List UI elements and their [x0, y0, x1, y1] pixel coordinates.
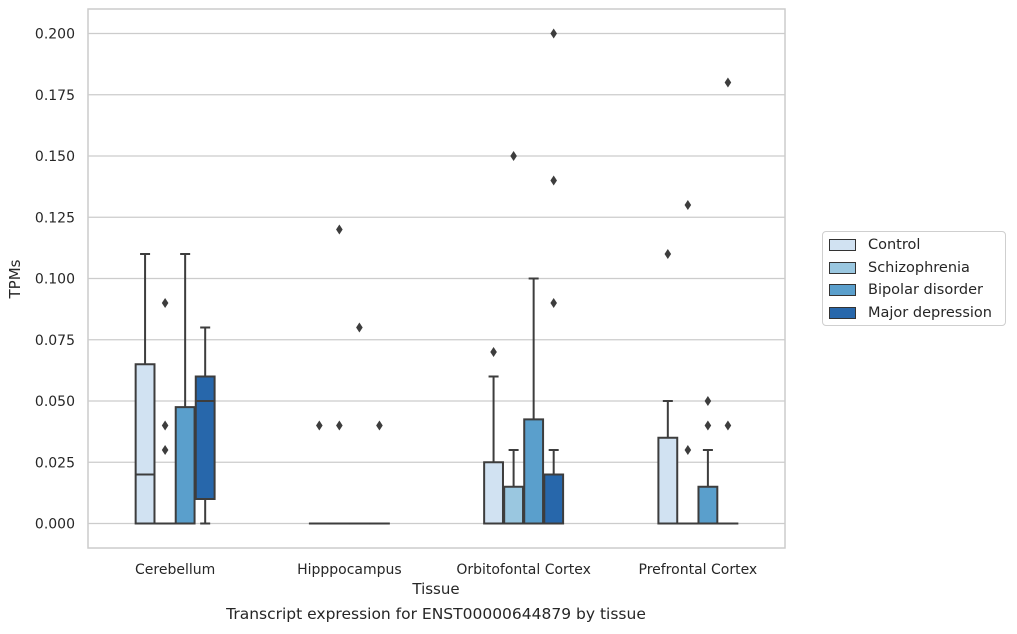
box-control-prefrontal-cortex: [657, 400, 679, 525]
legend-swatch-bipolar-disorder: [829, 284, 856, 296]
outlier-point: [550, 175, 557, 186]
outlier-point: [510, 151, 517, 161]
outlier-point: [356, 322, 363, 333]
outlier-point: [704, 396, 712, 406]
legend-swatch-schizophrenia: [829, 262, 856, 274]
box-body: [697, 485, 719, 525]
y-tick-label: 0.000: [35, 517, 75, 533]
legend-label-control: Control: [868, 237, 921, 253]
x-tick-label: Cerebellum: [135, 562, 215, 578]
outlier-point: [336, 420, 343, 431]
outlier-point: [336, 224, 343, 235]
legend-item-major-depression[interactable]: Major depression: [829, 304, 992, 322]
box-body: [503, 485, 525, 525]
x-axis-ticks: Cerebellum Hipppocampus Orbitofontal Corte…: [135, 562, 757, 578]
box-schizophrenia-orbitofontal-cortex: [503, 449, 525, 525]
outlier-point: [161, 420, 169, 431]
x-tick-label: Orbitofontal Cortex: [456, 562, 591, 578]
y-tick-label: 0.050: [35, 394, 75, 410]
outlier-point: [684, 200, 692, 210]
outlier-point: [550, 28, 557, 39]
outlier-point: [724, 77, 732, 88]
legend-item-bipolar-disorder[interactable]: Bipolar disorder: [829, 281, 983, 299]
y-tick-label: 0.175: [35, 88, 75, 104]
outlier-point: [161, 298, 169, 308]
x-tick-label: Hipppocampus: [297, 562, 402, 578]
box-control-cerebellum: [134, 253, 156, 525]
legend-swatch-control: [829, 239, 856, 251]
box-body: [174, 406, 196, 525]
y-tick-label: 0.100: [35, 272, 75, 288]
outlier-point: [161, 445, 169, 455]
x-tick-label: Prefrontal Cortex: [639, 562, 758, 578]
legend-item-schizophrenia[interactable]: Schizophrenia: [829, 259, 970, 277]
legend-label-schizophrenia: Schizophrenia: [868, 260, 970, 276]
outlier-point: [490, 347, 497, 357]
y-tick-label: 0.025: [35, 455, 75, 471]
y-tick-label: 0.125: [35, 210, 75, 226]
outlier-point: [664, 249, 672, 259]
y-axis-label: TPMs: [6, 259, 24, 299]
outlier-point: [684, 445, 692, 455]
chart-caption: Transcript expression for ENST0000064487…: [226, 605, 646, 623]
box-body: [657, 436, 679, 525]
legend-label-bipolar-disorder: Bipolar disorder: [868, 282, 983, 298]
box-body: [483, 461, 504, 525]
legend-label-major-depression: Major depression: [868, 305, 992, 321]
box-body: [134, 363, 156, 525]
y-tick-label: 0.075: [35, 333, 75, 349]
plot-area: [134, 28, 739, 525]
box-bipolar-disorder-prefrontal-cortex: [697, 449, 719, 525]
legend-swatch-major-depression: [829, 307, 856, 319]
box-major-depression-orbitofontal-cortex: [543, 449, 565, 525]
outlier-point: [550, 298, 557, 308]
x-axis-label: Tissue: [411, 580, 459, 598]
outlier-point: [376, 420, 383, 431]
y-axis-ticks: 0.000 0.025 0.050 0.075 0.100 0.125 0.150 0.175…: [35, 27, 75, 533]
outlier-point: [316, 420, 323, 431]
legend: Control Schizophrenia Bipolar disorder M…: [822, 231, 1006, 326]
box-body: [543, 473, 565, 525]
outlier-point: [724, 420, 732, 431]
plot-frame: [87, 8, 786, 549]
box-major-depression-cerebellum: [194, 326, 216, 525]
box-control-orbitofontal-cortex: [483, 375, 504, 525]
box-body: [523, 418, 545, 525]
outlier-point: [704, 420, 712, 431]
box-body: [194, 375, 216, 500]
y-tick-label: 0.200: [35, 27, 75, 43]
box-bipolar-disorder-orbitofontal-cortex: [523, 277, 545, 525]
y-tick-label: 0.150: [35, 149, 75, 165]
box-bipolar-disorder-cerebellum: [174, 253, 196, 525]
legend-item-control[interactable]: Control: [829, 236, 920, 254]
